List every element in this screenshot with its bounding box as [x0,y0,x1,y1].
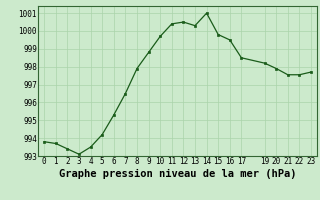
X-axis label: Graphe pression niveau de la mer (hPa): Graphe pression niveau de la mer (hPa) [59,169,296,179]
